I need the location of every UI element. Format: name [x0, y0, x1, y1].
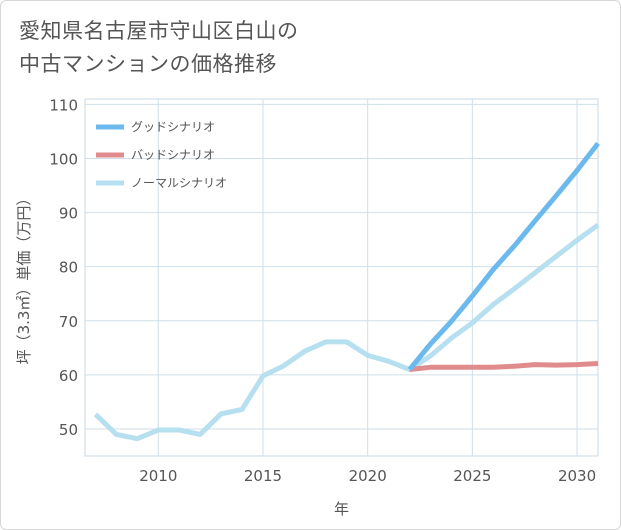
series-lines	[93, 141, 600, 442]
legend-label: グッドシナリオ	[131, 120, 215, 134]
chart-title-line2: 中古マンションの価格推移	[19, 52, 277, 76]
x-tick-label: 2020	[349, 467, 387, 485]
series-line-normal	[93, 222, 600, 442]
plot-border	[84, 98, 599, 457]
chart-title-line1: 愛知県名古屋市守山区白山の	[19, 19, 299, 43]
y-tick-label: 80	[59, 259, 78, 277]
x-tick-label: 2030	[558, 467, 596, 485]
grid	[84, 98, 599, 457]
y-tick-label: 60	[59, 367, 78, 385]
x-tick-label: 2010	[139, 467, 177, 485]
legend-label: バッドシナリオ	[131, 148, 215, 162]
series-line-bad	[409, 361, 599, 372]
series-line-good	[407, 141, 600, 372]
y-tick-label: 90	[59, 205, 78, 223]
y-tick-label: 110	[49, 96, 78, 114]
x-axis-label: 年	[334, 500, 349, 518]
y-tick-label: 100	[49, 151, 78, 169]
chart-title: 愛知県名古屋市守山区白山の 中古マンションの価格推移	[19, 15, 299, 81]
legend-label: ノーマルシナリオ	[131, 176, 227, 190]
tick-labels: 50 60 70 80 90 100 110 2010 2015 2020 2025 2030	[49, 96, 596, 485]
y-tick-label: 50	[59, 421, 78, 439]
y-tick-label: 70	[59, 313, 78, 331]
y-axis-label: 坪（3.3㎡）単価（万円）	[15, 191, 33, 365]
x-tick-label: 2025	[453, 467, 491, 485]
x-tick-label: 2015	[244, 467, 282, 485]
